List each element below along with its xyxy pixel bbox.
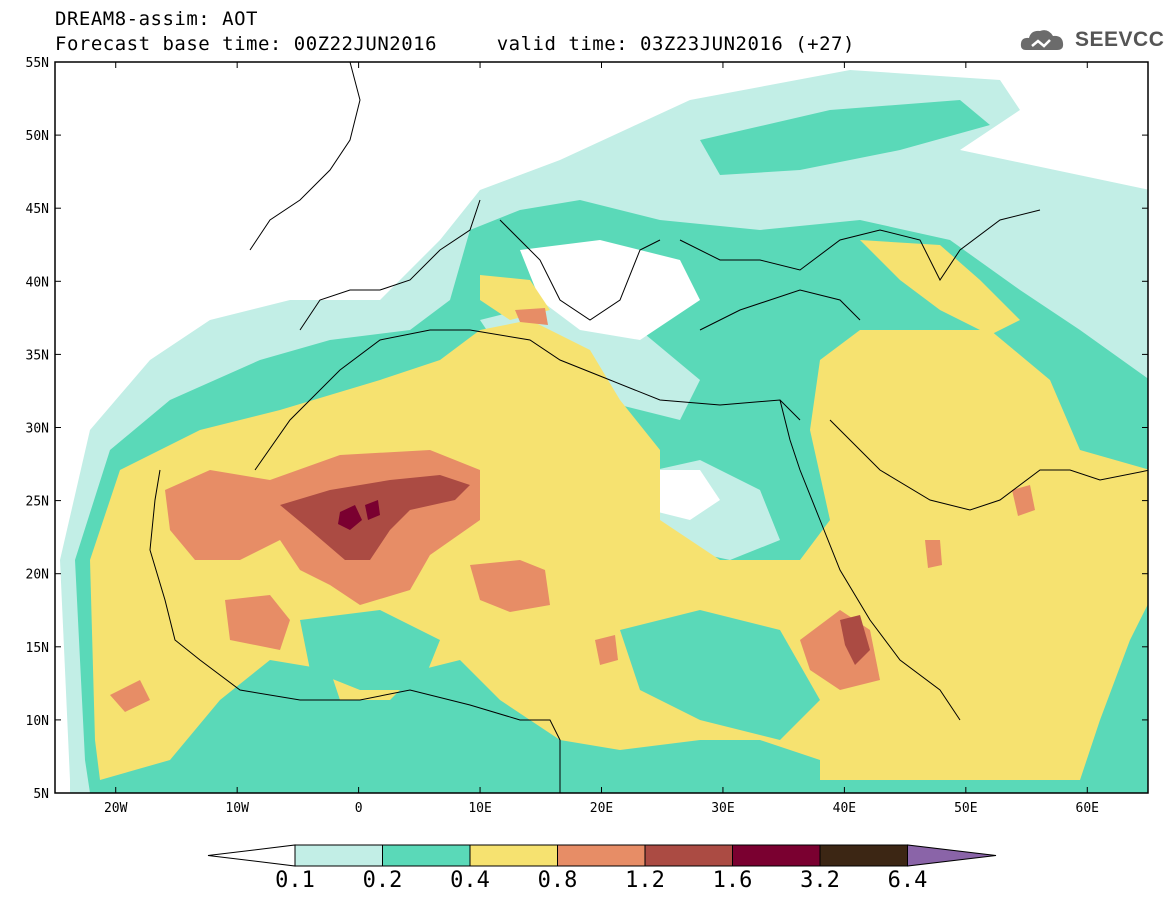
map-title: DREAM8-assim: AOT xyxy=(55,8,258,30)
lat-label: 15N xyxy=(26,641,49,656)
colorbar-segment xyxy=(644,844,733,867)
colorbar-label: 6.4 xyxy=(887,868,928,893)
colorbar-arrow-low xyxy=(207,844,296,867)
colorbar-segment xyxy=(469,844,558,867)
colorbar-arrow-high xyxy=(907,844,997,867)
colorbar-label: 0.1 xyxy=(275,868,315,893)
lat-label: 10N xyxy=(26,714,49,729)
lat-label: 30N xyxy=(26,422,49,437)
lon-label: 50E xyxy=(954,801,977,816)
forecast-time-line: Forecast base time: 00Z22JUN2016 valid t… xyxy=(55,33,855,55)
lat-label: 40N xyxy=(26,275,49,290)
colorbar-label: 3.2 xyxy=(800,868,840,893)
lat-label: 45N xyxy=(26,202,49,217)
colorbar-segment xyxy=(557,844,646,867)
colorbar-segment xyxy=(819,844,908,867)
lat-label: 5N xyxy=(33,787,49,802)
lat-label: 55N xyxy=(26,56,49,71)
lon-label: 60E xyxy=(1076,801,1099,816)
latitude-labels: 55N 50N 45N 40N 35N 30N 25N 20N 15N 10N 5N xyxy=(26,56,1148,802)
lon-label: 0 xyxy=(355,801,363,816)
logo-text: SEEVCCC xyxy=(1075,28,1165,51)
colorbar-segment xyxy=(382,844,471,867)
lon-label: 20E xyxy=(590,801,613,816)
aot-contours xyxy=(60,70,1148,793)
lon-label: 30E xyxy=(711,801,734,816)
coastlines xyxy=(149,62,1148,793)
longitude-labels: 20W 10W 0 10E 20E 30E 40E 50E 60E xyxy=(104,62,1099,816)
colorbar-label: 1.2 xyxy=(625,868,665,893)
colorbar-label: 0.8 xyxy=(537,868,578,893)
lat-label: 25N xyxy=(26,495,49,510)
colorbar-segment xyxy=(732,844,821,867)
lat-label: 20N xyxy=(26,568,49,583)
lon-label: 40E xyxy=(833,801,856,816)
lon-label: 20W xyxy=(104,801,128,816)
colorbar-segment xyxy=(294,844,383,867)
colorbar-label: 1.6 xyxy=(712,868,753,893)
lat-label: 50N xyxy=(26,129,49,144)
cloud-logo-icon xyxy=(1020,30,1064,50)
lon-label: 10W xyxy=(225,801,249,816)
lat-label: 35N xyxy=(26,348,49,363)
colorbar xyxy=(207,844,997,867)
colorbar-label: 0.4 xyxy=(450,868,490,893)
colorbar-label: 0.2 xyxy=(362,868,403,893)
lon-label: 10E xyxy=(468,801,491,816)
